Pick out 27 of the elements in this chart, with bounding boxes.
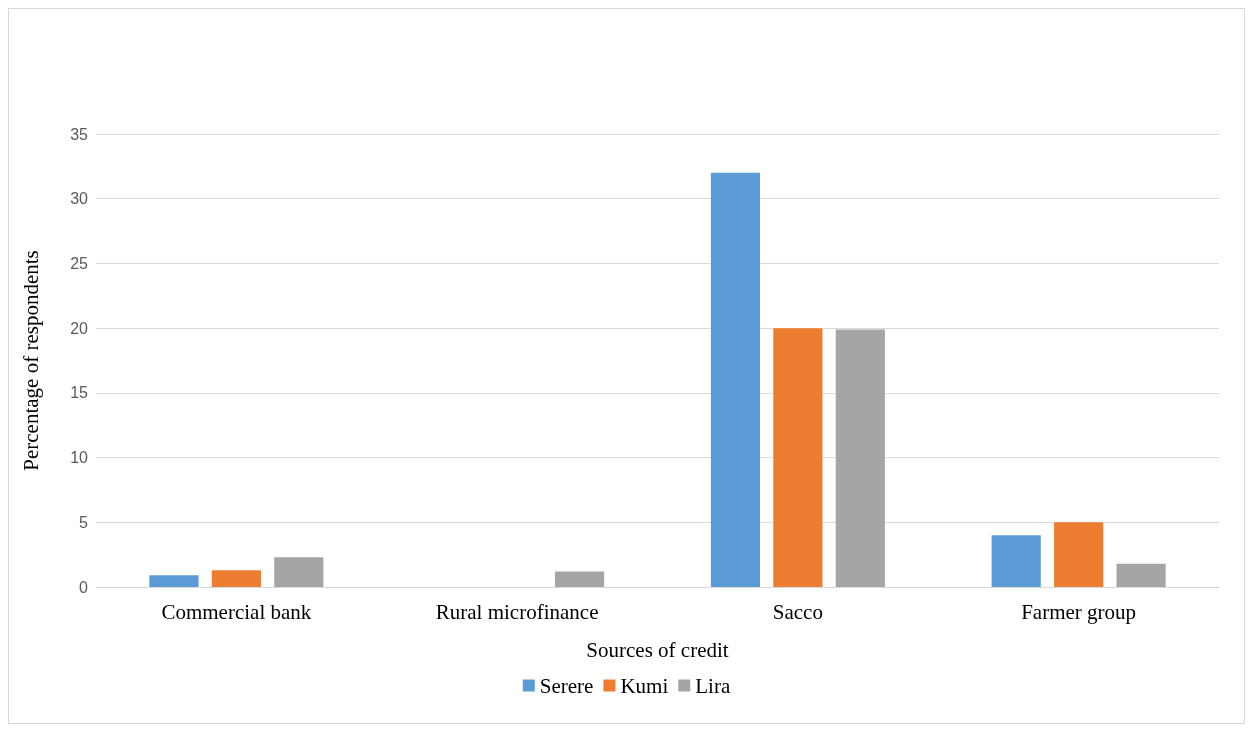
y-axis-title: Percentage of respondents xyxy=(18,250,43,471)
y-tick-label: 5 xyxy=(79,513,89,531)
bar xyxy=(835,329,885,587)
bar xyxy=(1054,522,1104,587)
bar xyxy=(274,557,324,587)
bar xyxy=(773,328,823,587)
legend-label: Serere xyxy=(539,673,594,698)
x-axis-title: Sources of credit xyxy=(586,637,729,662)
x-tick-label: Commercial bank xyxy=(161,599,312,624)
bar xyxy=(710,172,761,587)
y-tick-label: 35 xyxy=(70,125,89,143)
y-tick-label: 0 xyxy=(79,578,89,596)
bar xyxy=(991,535,1041,587)
y-tick-label: 15 xyxy=(70,384,89,402)
legend-label: Lira xyxy=(695,673,731,698)
bar xyxy=(554,571,605,587)
y-tick-label: 10 xyxy=(70,449,89,467)
bar xyxy=(1116,563,1166,587)
y-tick-label: 20 xyxy=(70,319,89,337)
legend-label: Kumi xyxy=(620,673,669,698)
x-tick-label: Sacco xyxy=(772,599,823,624)
y-tick-label: 25 xyxy=(70,254,89,272)
y-tick-label: 30 xyxy=(70,190,89,208)
bar xyxy=(149,575,199,587)
bar xyxy=(211,570,261,587)
x-tick-label: Farmer group xyxy=(1021,599,1137,624)
x-tick-label: Rural microfinance xyxy=(435,599,599,624)
